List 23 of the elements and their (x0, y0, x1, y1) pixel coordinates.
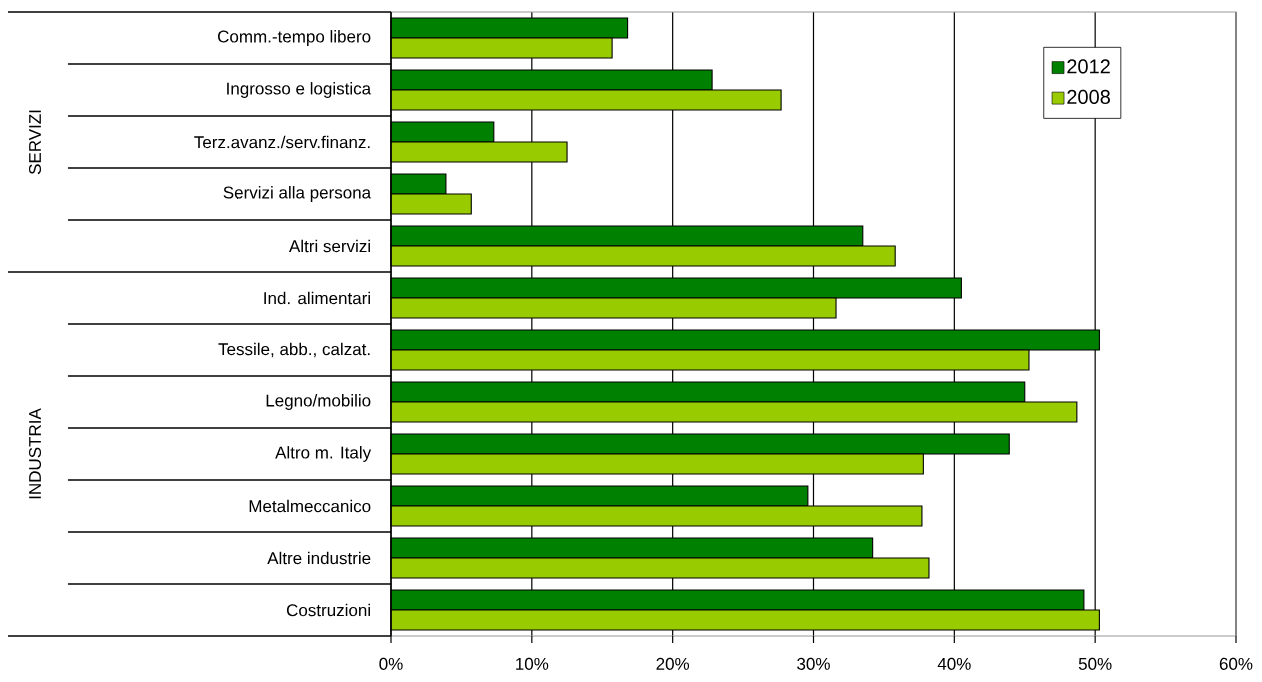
text: SERVIZI (28, 110, 42, 175)
legend-label: 2012 (1067, 59, 1110, 74)
text: INDUSTRIA (28, 408, 42, 499)
y-tick-label: Comm.-tempo libero (218, 30, 371, 46)
y-tick-label: Ind. alimentari (264, 291, 370, 305)
legend-label: 2008 (1067, 89, 1110, 105)
x-tick-label: 30% (797, 657, 830, 670)
y-tick-label: Ingrosso e logistica (227, 82, 372, 98)
x-tick-label: 40% (937, 657, 971, 670)
x-tick-label: 20% (656, 657, 690, 670)
y-tick-label: Altri servizi (289, 239, 370, 253)
y-tick-label: Altre industrie (267, 551, 371, 565)
x-tick-label: 0% (379, 657, 403, 670)
y-tick-label: Metalmeccanico (249, 499, 371, 513)
x-tick-label: 10% (516, 657, 549, 670)
y-tick-label: Tessile, abb., calzat. (218, 342, 370, 358)
x-tick-label: 50% (1078, 657, 1112, 670)
y-tick-label: Altro m. Italy (275, 446, 372, 462)
y-tick-label: Legno/mobilio (266, 394, 371, 410)
y-tick-label: Costruzioni (286, 603, 370, 617)
y-tick-label: Terz.avanz./serv.finanz. (194, 135, 370, 149)
x-tick-label: 60% (1219, 657, 1253, 670)
y-tick-label: Servizi alla persona (223, 186, 372, 202)
